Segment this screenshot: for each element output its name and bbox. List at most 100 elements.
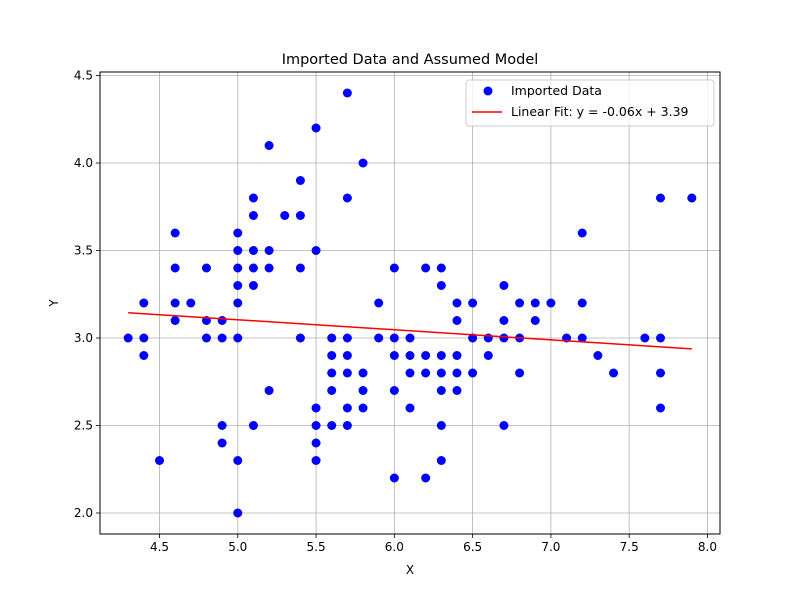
x-tick-label: 4.5	[150, 540, 169, 554]
data-point	[577, 228, 587, 238]
y-tick-label: 2.0	[74, 506, 93, 520]
x-tick-label: 6.5	[463, 540, 482, 554]
data-point	[436, 386, 446, 395]
data-point	[530, 298, 540, 308]
x-tick-label: 8.0	[698, 540, 717, 554]
x-tick-label: 5.5	[307, 540, 326, 554]
data-point	[233, 333, 243, 343]
data-point	[687, 193, 697, 203]
data-point	[499, 333, 509, 343]
data-point	[248, 193, 258, 203]
data-point	[436, 281, 446, 290]
data-point	[170, 316, 180, 325]
data-point	[295, 333, 305, 343]
legend: Imported Data Linear Fit: y = -0.06x + 3…	[465, 79, 715, 127]
data-point	[170, 298, 180, 308]
data-point	[342, 88, 352, 98]
data-point	[264, 386, 274, 395]
legend-label-imported-data: Imported Data	[511, 83, 602, 98]
data-point	[452, 298, 462, 308]
data-point	[405, 368, 415, 378]
data-point	[217, 421, 227, 430]
y-tick-label: 2.5	[74, 419, 93, 433]
data-point	[436, 421, 446, 430]
data-point	[483, 351, 493, 360]
data-point	[421, 473, 431, 483]
data-point	[358, 368, 368, 378]
data-point	[468, 333, 478, 343]
data-point	[233, 298, 243, 308]
data-point	[436, 456, 446, 465]
data-point	[342, 333, 352, 343]
data-point	[499, 281, 509, 290]
y-tick-label: 4.5	[74, 69, 93, 83]
data-point	[248, 263, 258, 273]
data-point	[327, 368, 337, 378]
data-point	[311, 123, 321, 133]
data-point	[311, 403, 321, 413]
data-point	[389, 351, 399, 360]
data-point	[201, 333, 211, 343]
data-point	[577, 298, 587, 308]
data-point	[217, 316, 227, 325]
x-tick-label: 7.5	[620, 540, 639, 554]
data-point	[233, 263, 243, 273]
data-point	[342, 368, 352, 378]
data-point	[405, 333, 415, 343]
data-point	[217, 438, 227, 448]
data-point	[405, 351, 415, 360]
data-point	[139, 351, 149, 360]
data-point	[421, 351, 431, 360]
data-point	[248, 421, 258, 430]
data-point	[342, 351, 352, 360]
data-point	[452, 351, 462, 360]
plot-frame	[99, 71, 721, 535]
data-point	[327, 421, 337, 430]
data-point	[233, 281, 243, 290]
data-point	[436, 263, 446, 273]
x-tick-label: 7.0	[541, 540, 560, 554]
data-point	[342, 421, 352, 430]
data-point	[233, 456, 243, 465]
data-point	[358, 403, 368, 413]
data-point	[452, 368, 462, 378]
data-point	[656, 193, 666, 203]
data-point	[139, 333, 149, 343]
data-point	[248, 211, 258, 220]
data-point	[264, 141, 274, 150]
data-point	[656, 368, 666, 378]
data-point	[311, 421, 321, 430]
data-point	[186, 298, 196, 308]
x-axis-label: X	[406, 563, 414, 577]
x-tick-label: 5.0	[228, 540, 247, 554]
data-point	[217, 333, 227, 343]
data-point	[452, 386, 462, 395]
data-point	[248, 246, 258, 255]
data-point	[233, 508, 243, 518]
data-point	[295, 211, 305, 220]
data-point	[170, 263, 180, 273]
data-point	[342, 193, 352, 203]
data-point	[139, 298, 149, 308]
legend-box	[465, 79, 715, 127]
data-point	[311, 246, 321, 255]
data-point	[515, 298, 525, 308]
data-point	[327, 333, 337, 343]
data-point	[405, 403, 415, 413]
data-point	[342, 403, 352, 413]
data-point	[436, 368, 446, 378]
data-point	[577, 333, 587, 343]
data-point	[248, 281, 258, 290]
data-point	[468, 298, 478, 308]
legend-marker-imported-data	[483, 86, 493, 96]
data-point	[233, 228, 243, 238]
data-point	[389, 473, 399, 483]
data-point	[154, 456, 164, 465]
data-point	[499, 316, 509, 325]
data-point	[233, 246, 243, 255]
data-point	[123, 333, 133, 343]
data-point	[389, 333, 399, 343]
data-point	[170, 228, 180, 238]
data-point	[609, 368, 619, 378]
data-point	[280, 211, 290, 220]
